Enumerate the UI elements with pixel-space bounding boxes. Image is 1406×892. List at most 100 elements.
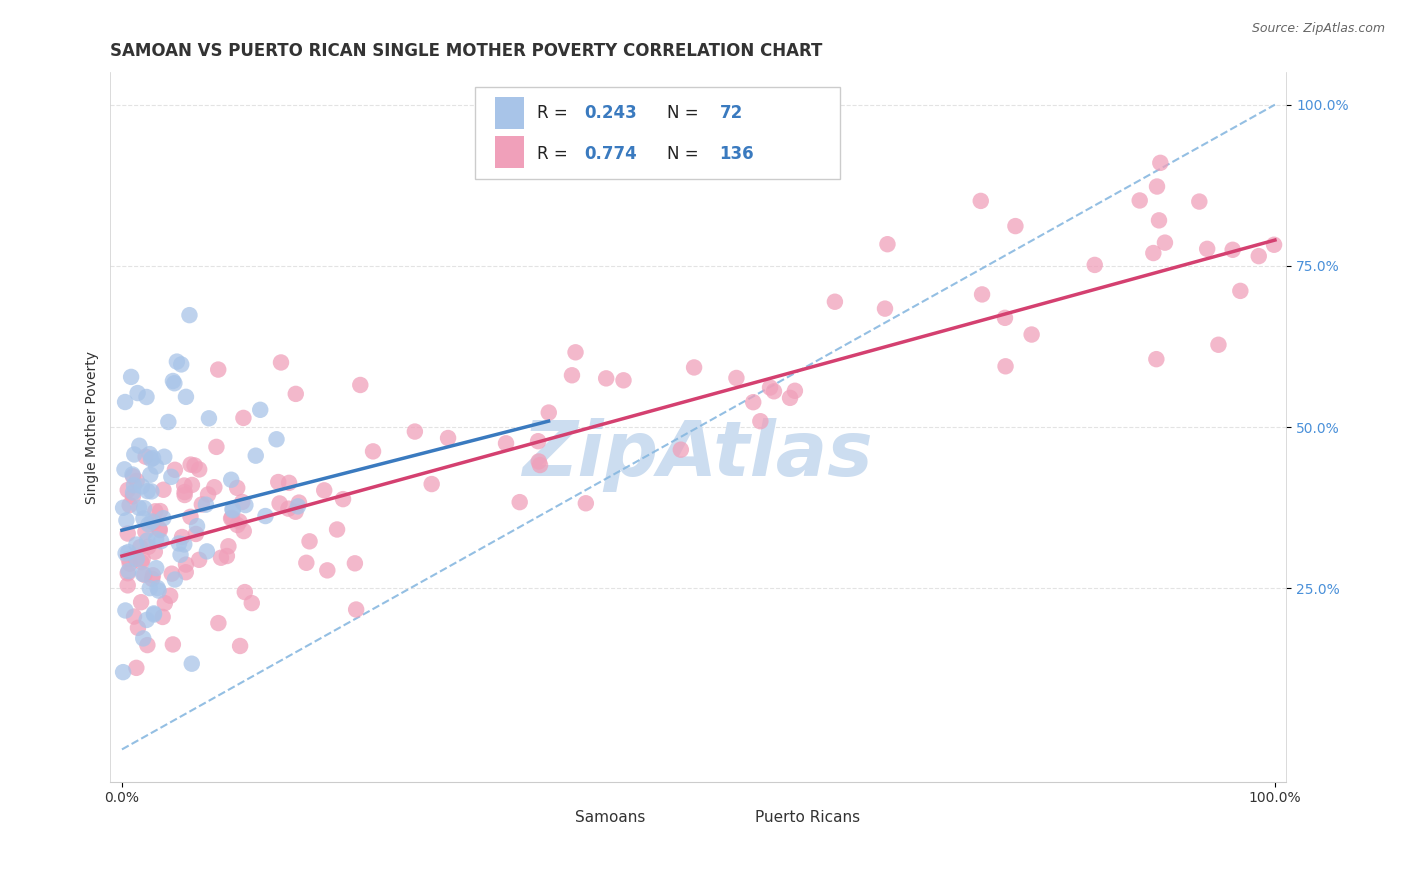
Point	[131, 555, 153, 569]
Point	[129, 595, 152, 609]
Point	[1147, 213, 1170, 227]
Point	[162, 637, 184, 651]
Point	[112, 665, 135, 680]
Point	[612, 373, 634, 387]
Point	[145, 532, 167, 546]
Point	[288, 495, 311, 509]
Point	[150, 534, 173, 549]
Point	[1149, 156, 1171, 170]
Point	[1154, 235, 1177, 250]
Point	[139, 452, 162, 467]
Point	[136, 533, 159, 548]
Point	[205, 440, 228, 454]
Point	[197, 487, 219, 501]
Point	[125, 474, 148, 488]
Point	[783, 384, 806, 398]
Point	[1263, 237, 1285, 252]
Point	[163, 463, 186, 477]
Point	[134, 567, 156, 582]
Point	[139, 581, 162, 595]
Point	[114, 462, 136, 476]
Point	[125, 551, 148, 566]
Text: R =: R =	[537, 145, 574, 163]
Point	[135, 390, 157, 404]
Y-axis label: Single Mother Poverty: Single Mother Poverty	[86, 351, 100, 503]
Point	[117, 566, 139, 581]
Point	[129, 540, 152, 554]
Point	[143, 504, 166, 518]
Point	[221, 510, 243, 524]
Point	[254, 509, 277, 524]
Point	[149, 523, 172, 537]
Point	[184, 527, 207, 541]
Point	[683, 360, 706, 375]
Point	[564, 345, 586, 359]
Point	[183, 458, 205, 473]
Point	[148, 522, 170, 536]
Point	[349, 378, 371, 392]
Point	[1142, 246, 1164, 260]
Point	[269, 496, 291, 510]
Point	[495, 436, 517, 450]
FancyBboxPatch shape	[495, 97, 524, 129]
FancyBboxPatch shape	[710, 808, 744, 828]
Point	[420, 477, 443, 491]
Point	[170, 358, 193, 372]
Point	[537, 406, 560, 420]
Point	[135, 613, 157, 627]
Point	[115, 513, 138, 527]
Point	[127, 621, 149, 635]
Text: N =: N =	[666, 145, 703, 163]
Point	[186, 519, 208, 533]
Point	[152, 483, 174, 497]
Point	[232, 410, 254, 425]
Point	[131, 479, 153, 493]
Point	[174, 390, 197, 404]
Point	[298, 534, 321, 549]
Text: 136: 136	[720, 145, 754, 163]
Point	[157, 415, 180, 429]
Point	[1144, 352, 1167, 367]
Point	[779, 391, 801, 405]
Point	[117, 483, 139, 497]
Text: N =: N =	[666, 103, 703, 122]
Point	[198, 411, 221, 425]
Point	[143, 545, 166, 559]
Text: SAMOAN VS PUERTO RICAN SINGLE MOTHER POVERTY CORRELATION CHART: SAMOAN VS PUERTO RICAN SINGLE MOTHER POV…	[111, 42, 823, 60]
Point	[219, 511, 242, 525]
Point	[118, 557, 141, 571]
Point	[202, 480, 225, 494]
Point	[527, 434, 550, 449]
Point	[136, 540, 159, 554]
Point	[152, 610, 174, 624]
Point	[114, 603, 136, 617]
Text: Puerto Ricans: Puerto Ricans	[755, 810, 860, 824]
Point	[122, 485, 145, 500]
Point	[173, 485, 195, 500]
Point	[873, 301, 896, 316]
Point	[876, 237, 898, 252]
Point	[125, 538, 148, 552]
Point	[180, 458, 202, 472]
Point	[1247, 249, 1270, 263]
Point	[173, 537, 195, 551]
Point	[145, 459, 167, 474]
Point	[118, 498, 141, 512]
Point	[575, 496, 598, 510]
Point	[128, 500, 150, 515]
Point	[174, 566, 197, 580]
Point	[163, 573, 186, 587]
Text: 0.774: 0.774	[585, 145, 637, 163]
Point	[179, 308, 201, 322]
Point	[153, 450, 176, 464]
Point	[1129, 194, 1152, 208]
Point	[295, 556, 318, 570]
Point	[561, 368, 583, 383]
Point	[1188, 194, 1211, 209]
FancyBboxPatch shape	[534, 808, 567, 828]
Point	[162, 374, 184, 388]
Point	[332, 492, 354, 507]
Point	[195, 544, 218, 558]
Text: 0.243: 0.243	[585, 103, 637, 122]
Point	[117, 545, 139, 559]
